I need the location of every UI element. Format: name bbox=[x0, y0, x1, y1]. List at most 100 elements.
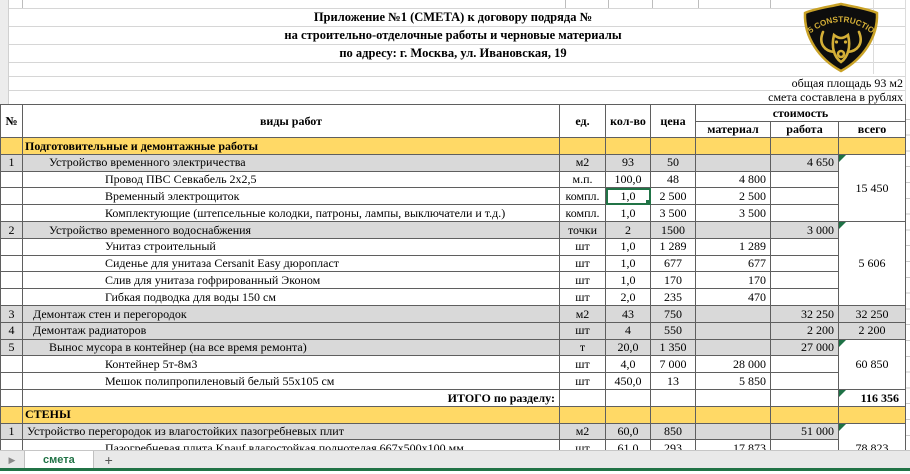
cell-work-label[interactable]: Вынос мусора в контейнер (на все время р… bbox=[22, 338, 560, 357]
header-total[interactable]: всего bbox=[837, 121, 906, 138]
cell-total[interactable]: 15 450 bbox=[837, 153, 906, 222]
cell-num[interactable]: 5 bbox=[0, 338, 23, 357]
cell-price[interactable]: 50 bbox=[650, 153, 696, 172]
cell-unit[interactable]: шт bbox=[559, 439, 606, 450]
cell-price[interactable]: 850 bbox=[650, 422, 696, 441]
header-labor[interactable]: работа bbox=[770, 121, 839, 138]
cell-work-label[interactable]: Сиденье для унитаза Cersanit Easy дюропл… bbox=[22, 254, 560, 273]
cell-qty[interactable]: 100,0 bbox=[605, 170, 651, 189]
cell-labor[interactable] bbox=[770, 187, 839, 206]
header-material[interactable]: материал bbox=[695, 121, 771, 138]
cell-labor[interactable] bbox=[770, 271, 839, 290]
cell-work-label[interactable]: Провод ПВС Севкабель 2х2,5 bbox=[22, 170, 560, 189]
cell-empty[interactable] bbox=[770, 137, 839, 155]
cell-total[interactable]: 60 850 bbox=[837, 338, 906, 390]
cell-unit[interactable]: шт bbox=[559, 288, 606, 306]
cell-work-label[interactable]: Временный электрощиток bbox=[22, 187, 560, 206]
cell-price[interactable]: 1500 bbox=[650, 220, 696, 239]
cell-unit[interactable]: т bbox=[559, 338, 606, 357]
cell-qty[interactable]: 1,0 bbox=[605, 204, 651, 222]
cell-empty[interactable] bbox=[605, 405, 651, 424]
cell-labor[interactable] bbox=[770, 288, 839, 306]
cell-qty[interactable]: 2 bbox=[605, 220, 651, 239]
cell-work-label[interactable]: Гибкая подводка для воды 150 см bbox=[22, 288, 560, 306]
cell-empty[interactable] bbox=[559, 137, 606, 155]
cell-num[interactable] bbox=[0, 204, 23, 222]
cell-price[interactable] bbox=[650, 388, 696, 407]
cell-num[interactable] bbox=[0, 439, 23, 450]
sheet-nav-arrow-icon[interactable]: ▶ bbox=[8, 454, 16, 465]
cell-unit[interactable]: шт bbox=[559, 321, 606, 340]
cell-num[interactable] bbox=[0, 170, 23, 189]
cell-material[interactable]: 677 bbox=[695, 254, 771, 273]
cell-price[interactable]: 750 bbox=[650, 304, 696, 323]
cell-labor[interactable]: 32 250 bbox=[770, 304, 839, 323]
section-title[interactable]: СТЕНЫ bbox=[22, 405, 560, 424]
cell-empty[interactable] bbox=[650, 405, 696, 424]
cell-empty[interactable] bbox=[559, 405, 606, 424]
cell-price[interactable]: 2 500 bbox=[650, 187, 696, 206]
cell-total[interactable]: 5 606 bbox=[837, 220, 906, 306]
cell-num[interactable]: 1 bbox=[0, 422, 23, 441]
cell-num[interactable]: 2 bbox=[0, 220, 23, 239]
cell-unit[interactable]: шт bbox=[559, 271, 606, 290]
cell-qty[interactable]: 20,0 bbox=[605, 338, 651, 357]
cell-material[interactable]: 470 bbox=[695, 288, 771, 306]
add-sheet-button[interactable]: + bbox=[104, 452, 113, 468]
cell-work-label[interactable]: Слив для унитаза гофрированный Эконом bbox=[22, 271, 560, 290]
cell-price[interactable]: 48 bbox=[650, 170, 696, 189]
cell-labor[interactable] bbox=[770, 355, 839, 374]
cell-qty[interactable]: 93 bbox=[605, 153, 651, 172]
selected-cell[interactable]: 1,0 bbox=[605, 187, 651, 206]
cell-material[interactable] bbox=[695, 153, 771, 172]
cell-labor[interactable]: 27 000 bbox=[770, 338, 839, 357]
header-unit[interactable]: ед. bbox=[559, 104, 606, 138]
cell-material[interactable]: 2 500 bbox=[695, 187, 771, 206]
cell-material[interactable]: 170 bbox=[695, 271, 771, 290]
cell-num[interactable] bbox=[0, 271, 23, 290]
cell-num[interactable] bbox=[0, 137, 23, 155]
cell-price[interactable]: 3 500 bbox=[650, 204, 696, 222]
cell-unit[interactable]: шт bbox=[559, 254, 606, 273]
cell-qty[interactable]: 450,0 bbox=[605, 372, 651, 390]
cell-material[interactable] bbox=[695, 321, 771, 340]
cell-num[interactable]: 4 bbox=[0, 321, 23, 340]
currency-note[interactable]: смета составлена в рублях bbox=[768, 90, 903, 104]
cell-num[interactable] bbox=[0, 372, 23, 390]
cell-price[interactable]: 293 bbox=[650, 439, 696, 450]
cell-work-label[interactable]: ИТОГО по разделу: bbox=[22, 388, 560, 407]
cell-total[interactable]: 116 356 bbox=[837, 388, 906, 407]
cell-price[interactable]: 7 000 bbox=[650, 355, 696, 374]
cell-work-label[interactable]: Контейнер 5т-8м3 bbox=[22, 355, 560, 374]
cell-price[interactable]: 1 289 bbox=[650, 237, 696, 256]
sheet-tab-smeta[interactable]: смета bbox=[24, 451, 94, 469]
cell-material[interactable]: 1 289 bbox=[695, 237, 771, 256]
header-qty[interactable]: кол-во bbox=[605, 104, 651, 138]
cell-num[interactable]: 1 bbox=[0, 153, 23, 172]
header-cost[interactable]: стоимость bbox=[694, 104, 906, 122]
cell-price[interactable]: 13 bbox=[650, 372, 696, 390]
cell-labor[interactable]: 4 650 bbox=[770, 153, 839, 172]
cell-labor[interactable] bbox=[770, 372, 839, 390]
cell-unit[interactable]: м2 bbox=[559, 304, 606, 323]
cell-empty[interactable] bbox=[770, 405, 839, 424]
cell-unit[interactable]: шт bbox=[559, 355, 606, 374]
cell-empty[interactable] bbox=[837, 137, 906, 155]
document-title-line2[interactable]: на строительно-отделочные работы и черно… bbox=[284, 28, 622, 42]
cell-labor[interactable]: 2 200 bbox=[770, 321, 839, 340]
cell-labor[interactable] bbox=[770, 439, 839, 450]
cell-price[interactable]: 235 bbox=[650, 288, 696, 306]
cell-num[interactable] bbox=[0, 254, 23, 273]
cell-num[interactable] bbox=[0, 237, 23, 256]
cell-material[interactable]: 4 800 bbox=[695, 170, 771, 189]
cell-empty[interactable] bbox=[695, 405, 771, 424]
cell-work-label[interactable]: Устройство временного водоснабжения bbox=[22, 220, 560, 239]
cell-work-label[interactable]: Устройство перегородок из влагостойких п… bbox=[22, 422, 560, 441]
cell-num[interactable] bbox=[0, 288, 23, 306]
cell-work-label[interactable]: Унитаз строительный bbox=[22, 237, 560, 256]
cell-qty[interactable]: 1,0 bbox=[605, 237, 651, 256]
cell-work-label[interactable]: Устройство временного электричества bbox=[22, 153, 560, 172]
cell-total[interactable]: 2 200 bbox=[837, 321, 906, 340]
cell-material[interactable]: 3 500 bbox=[695, 204, 771, 222]
cell-num[interactable] bbox=[0, 355, 23, 374]
